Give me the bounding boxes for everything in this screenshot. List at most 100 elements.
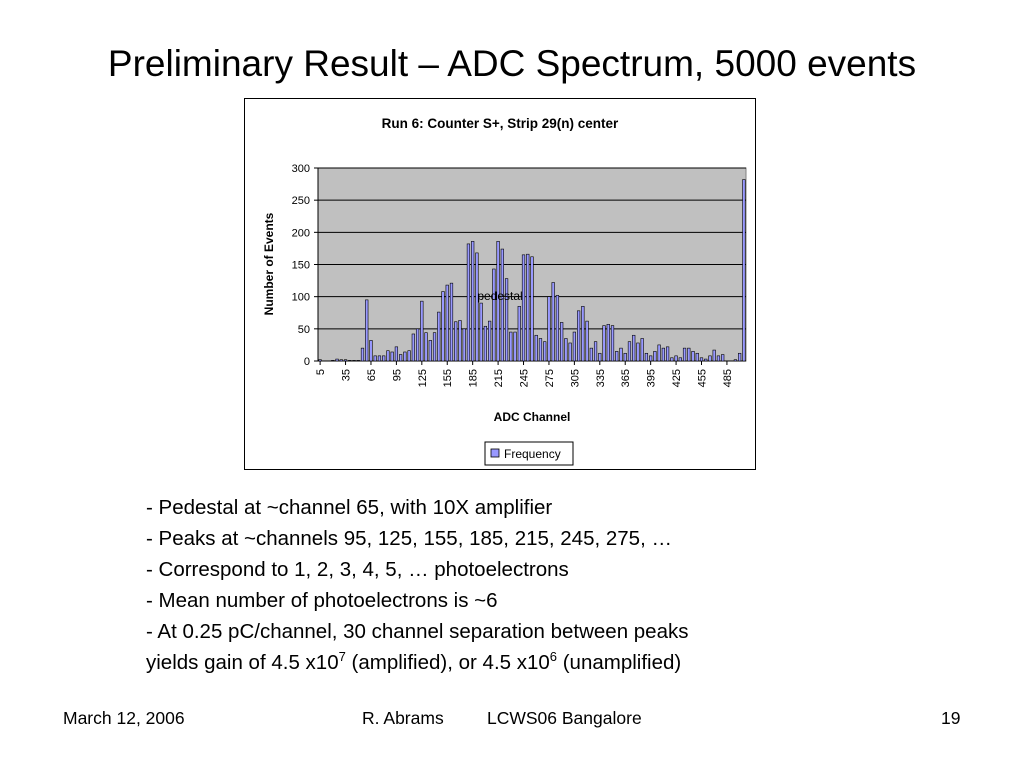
bar	[636, 342, 640, 362]
x-tick-label: 95	[391, 369, 403, 381]
bar	[352, 360, 356, 362]
bar	[348, 360, 352, 362]
x-tick-label: 35	[341, 369, 353, 381]
bullet-text: - At 0.25 pC/channel, 30 channel separat…	[146, 620, 689, 643]
bar	[526, 253, 530, 362]
bar	[432, 332, 437, 362]
x-tick-label: 215	[493, 369, 505, 387]
bar	[649, 355, 653, 362]
bullet-text: (amplified), or 4.5 x10	[345, 651, 550, 674]
y-tick-label: 50	[298, 324, 310, 336]
bar	[610, 325, 615, 362]
bullet-text: (unamplified)	[557, 651, 682, 674]
bar	[318, 359, 322, 362]
bar	[661, 347, 665, 362]
bar	[365, 299, 369, 362]
bullet-text: - Correspond to 1, 2, 3, 4, 5, … photoel…	[146, 558, 569, 581]
x-axis-title: ADC Channel	[494, 410, 571, 424]
bar	[581, 306, 585, 362]
x-tick-label: 65	[366, 369, 378, 381]
bar	[331, 360, 335, 362]
bullet-text: yields gain of 4.5 x10	[146, 651, 339, 674]
legend-label: Frequency	[504, 447, 561, 461]
bar	[644, 352, 649, 362]
x-tick-label: 185	[468, 369, 480, 387]
bar	[555, 295, 560, 362]
bar	[653, 351, 657, 362]
bar	[530, 256, 534, 362]
bar	[504, 278, 509, 362]
bar	[424, 332, 428, 362]
bar	[721, 354, 725, 362]
bar	[534, 334, 538, 362]
bar	[420, 300, 424, 362]
bullet-text: - Pedestal at ~channel 65, with 10X ampl…	[146, 496, 553, 519]
y-tick-label: 200	[292, 227, 310, 239]
bar	[475, 252, 479, 362]
bar	[699, 357, 704, 362]
bar	[615, 351, 619, 362]
exponent: 7	[338, 649, 346, 665]
bar	[373, 355, 377, 362]
bar	[704, 358, 708, 362]
bullet-item: - Pedestal at ~channel 65, with 10X ampl…	[146, 492, 866, 523]
bar	[394, 346, 399, 362]
bar	[386, 350, 390, 362]
bar	[568, 342, 572, 362]
bar	[428, 340, 432, 362]
slide-title: Preliminary Result – ADC Spectrum, 5000 …	[107, 43, 917, 84]
chart-annotation: pedestal	[477, 289, 522, 303]
x-tick-label: 365	[620, 369, 632, 387]
x-tick-label: 425	[671, 369, 683, 387]
x-tick-label: 485	[722, 369, 734, 387]
bar	[742, 179, 746, 362]
chart-container: Run 6: Counter S+, Strip 29(n) center 0 50…	[244, 98, 756, 470]
bar	[627, 341, 632, 362]
bar	[708, 355, 712, 362]
bar	[572, 331, 576, 362]
bar	[500, 248, 504, 362]
bar	[657, 344, 661, 362]
y-tick-label: 0	[304, 356, 310, 368]
bar	[521, 254, 526, 362]
bar	[632, 334, 636, 362]
bar	[674, 355, 678, 362]
x-tick-label: 5	[315, 369, 327, 375]
legend-box	[484, 441, 574, 466]
bar	[488, 320, 492, 362]
x-tick-label: 245	[519, 369, 531, 387]
bullet-text: - Peaks at ~channels 95, 125, 155, 185, …	[146, 527, 672, 550]
bar	[589, 347, 593, 362]
bar	[403, 351, 407, 362]
bar	[712, 349, 716, 362]
bar	[577, 310, 581, 362]
bar	[513, 331, 517, 362]
bar	[619, 347, 623, 362]
bullet-item: - Peaks at ~channels 95, 125, 155, 185, …	[146, 523, 866, 554]
bar	[377, 355, 382, 362]
x-tick-label: 275	[544, 369, 556, 387]
bar	[517, 306, 521, 362]
y-axis-title: Number of Events	[262, 212, 276, 315]
bar	[382, 355, 386, 362]
bar	[509, 331, 513, 362]
bar	[343, 359, 348, 362]
bar	[695, 352, 699, 362]
bar	[538, 338, 543, 362]
bar	[492, 268, 496, 362]
footer-conference: LCWS06 Bangalore	[487, 708, 642, 728]
bar	[551, 282, 555, 362]
exponent: 6	[549, 649, 558, 665]
bullet-text: - Mean number of photoelectrons is ~6	[146, 589, 498, 612]
bar	[738, 352, 742, 362]
footer-page-number: 19	[941, 708, 961, 728]
bar	[585, 320, 589, 362]
bar	[564, 338, 568, 362]
bar	[445, 284, 449, 362]
bar	[441, 291, 445, 362]
bar	[640, 338, 644, 362]
y-tick-label: 250	[292, 195, 310, 207]
bar	[598, 352, 602, 362]
y-tick-label: 300	[292, 163, 310, 175]
bar	[691, 351, 695, 362]
